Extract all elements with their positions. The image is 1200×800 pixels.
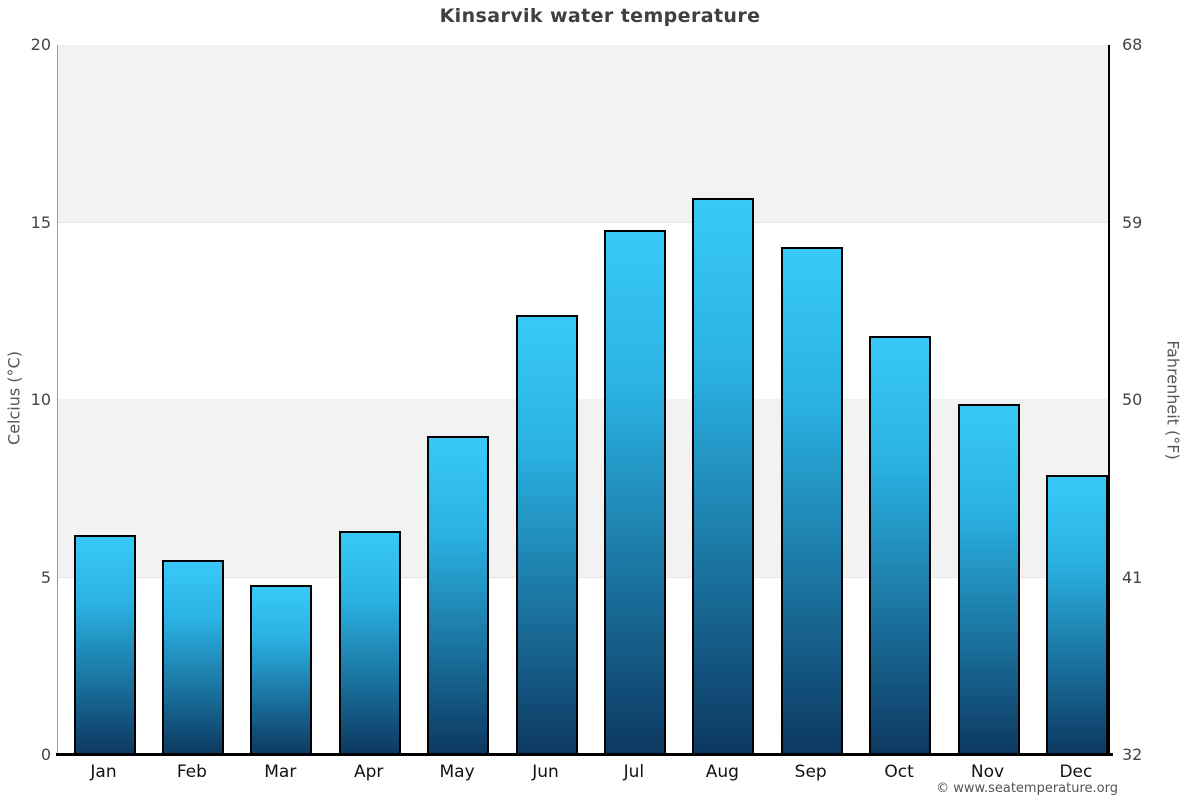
celsius-tick-5: 5 [40,567,51,587]
month-label-jul: Jul [623,762,645,782]
bar-feb [161,559,224,755]
bar-mar [250,584,313,755]
bar-may [427,435,490,755]
month-label-jan: Jan [90,762,117,782]
fahrenheit-tick-50: 50 [1122,390,1143,409]
month-label-sep: Sep [794,762,827,782]
gridline [58,576,1108,578]
gridline [58,399,1108,400]
celsius-tick-0: 0 [40,745,51,764]
bar-jan [73,534,136,755]
chart-title: Kinsarvik water temperature [439,5,761,27]
plot-band [58,577,1108,755]
fahrenheit-tick-59: 59 [1122,212,1143,232]
month-label-apr: Apr [353,762,384,782]
plot-band [58,45,1108,223]
month-label-mar: Mar [264,762,297,782]
celsius-tick-10: 10 [30,390,51,409]
month-label-jun: Jun [532,762,559,782]
plot-band [58,222,1108,400]
month-label-may: May [439,762,475,782]
bar-aug [692,197,755,755]
month-label-nov: Nov [970,762,1005,782]
bar-jun [515,314,578,755]
plot-area [57,45,1110,755]
month-label-aug: Aug [705,762,739,782]
x-axis-line [56,753,1113,756]
bar-nov [957,403,1020,755]
month-label-dec: Dec [1059,762,1093,782]
month-label-feb: Feb [176,762,207,782]
celsius-tick-15: 15 [30,212,51,232]
fahrenheit-tick-68: 68 [1122,35,1143,54]
fahrenheit-tick-41: 41 [1122,567,1143,587]
plot-band [58,400,1108,578]
bar-oct [869,336,932,755]
copyright-text: © www.seatemperature.org [936,781,1118,796]
month-label-oct: Oct [884,762,914,782]
gridline [58,221,1108,223]
bar-dec [1045,474,1108,755]
celsius-tick-20: 20 [30,35,51,54]
bar-apr [338,531,401,755]
bar-sep [780,247,843,755]
bar-jul [603,229,666,755]
fahrenheit-tick-32: 32 [1122,745,1143,764]
